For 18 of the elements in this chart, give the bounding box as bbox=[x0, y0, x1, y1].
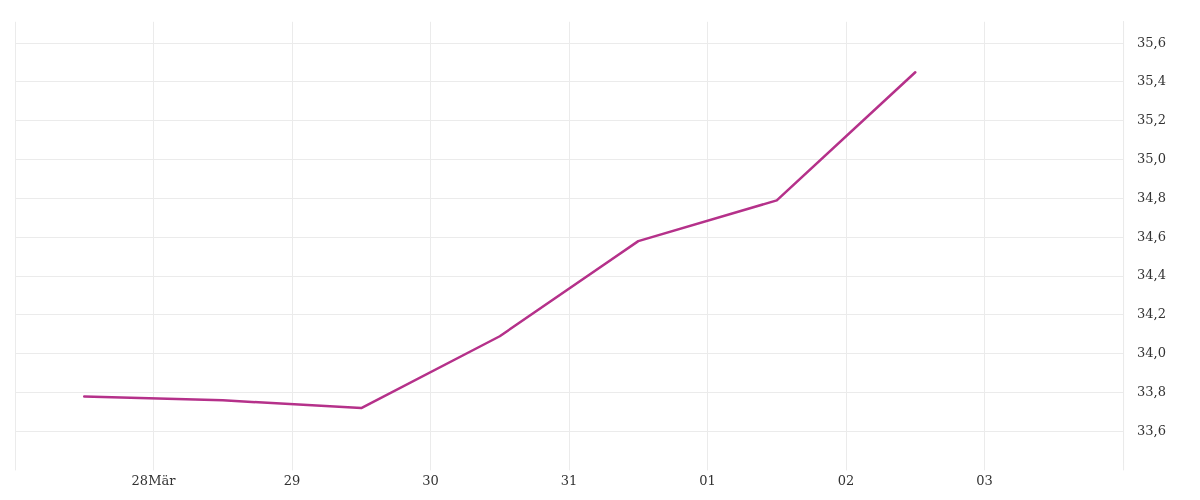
x-tick-label: 29 bbox=[283, 472, 301, 488]
x-tick-label: 02 bbox=[837, 472, 855, 488]
y-tick-label: 34,2 bbox=[1137, 306, 1167, 322]
y-tick-label: 34,6 bbox=[1137, 228, 1167, 244]
x-tick-label: 31 bbox=[560, 472, 578, 488]
y-tick-label: 34,4 bbox=[1137, 267, 1167, 283]
y-tick-label: 33,8 bbox=[1137, 383, 1167, 399]
y-tick-label: 34,8 bbox=[1137, 189, 1167, 205]
y-tick-label: 35,6 bbox=[1137, 34, 1167, 50]
x-tick-label: 28Mär bbox=[131, 472, 177, 488]
x-tick-label: 30 bbox=[422, 472, 439, 488]
x-tick-label: 01 bbox=[699, 472, 716, 488]
y-tick-label: 33,6 bbox=[1137, 422, 1167, 438]
x-tick-label: 03 bbox=[976, 472, 993, 488]
y-tick-label: 35,4 bbox=[1137, 73, 1167, 89]
y-tick-label: 34,0 bbox=[1137, 345, 1167, 361]
y-tick-label: 35,0 bbox=[1137, 150, 1167, 166]
y-tick-label: 35,2 bbox=[1137, 112, 1167, 128]
